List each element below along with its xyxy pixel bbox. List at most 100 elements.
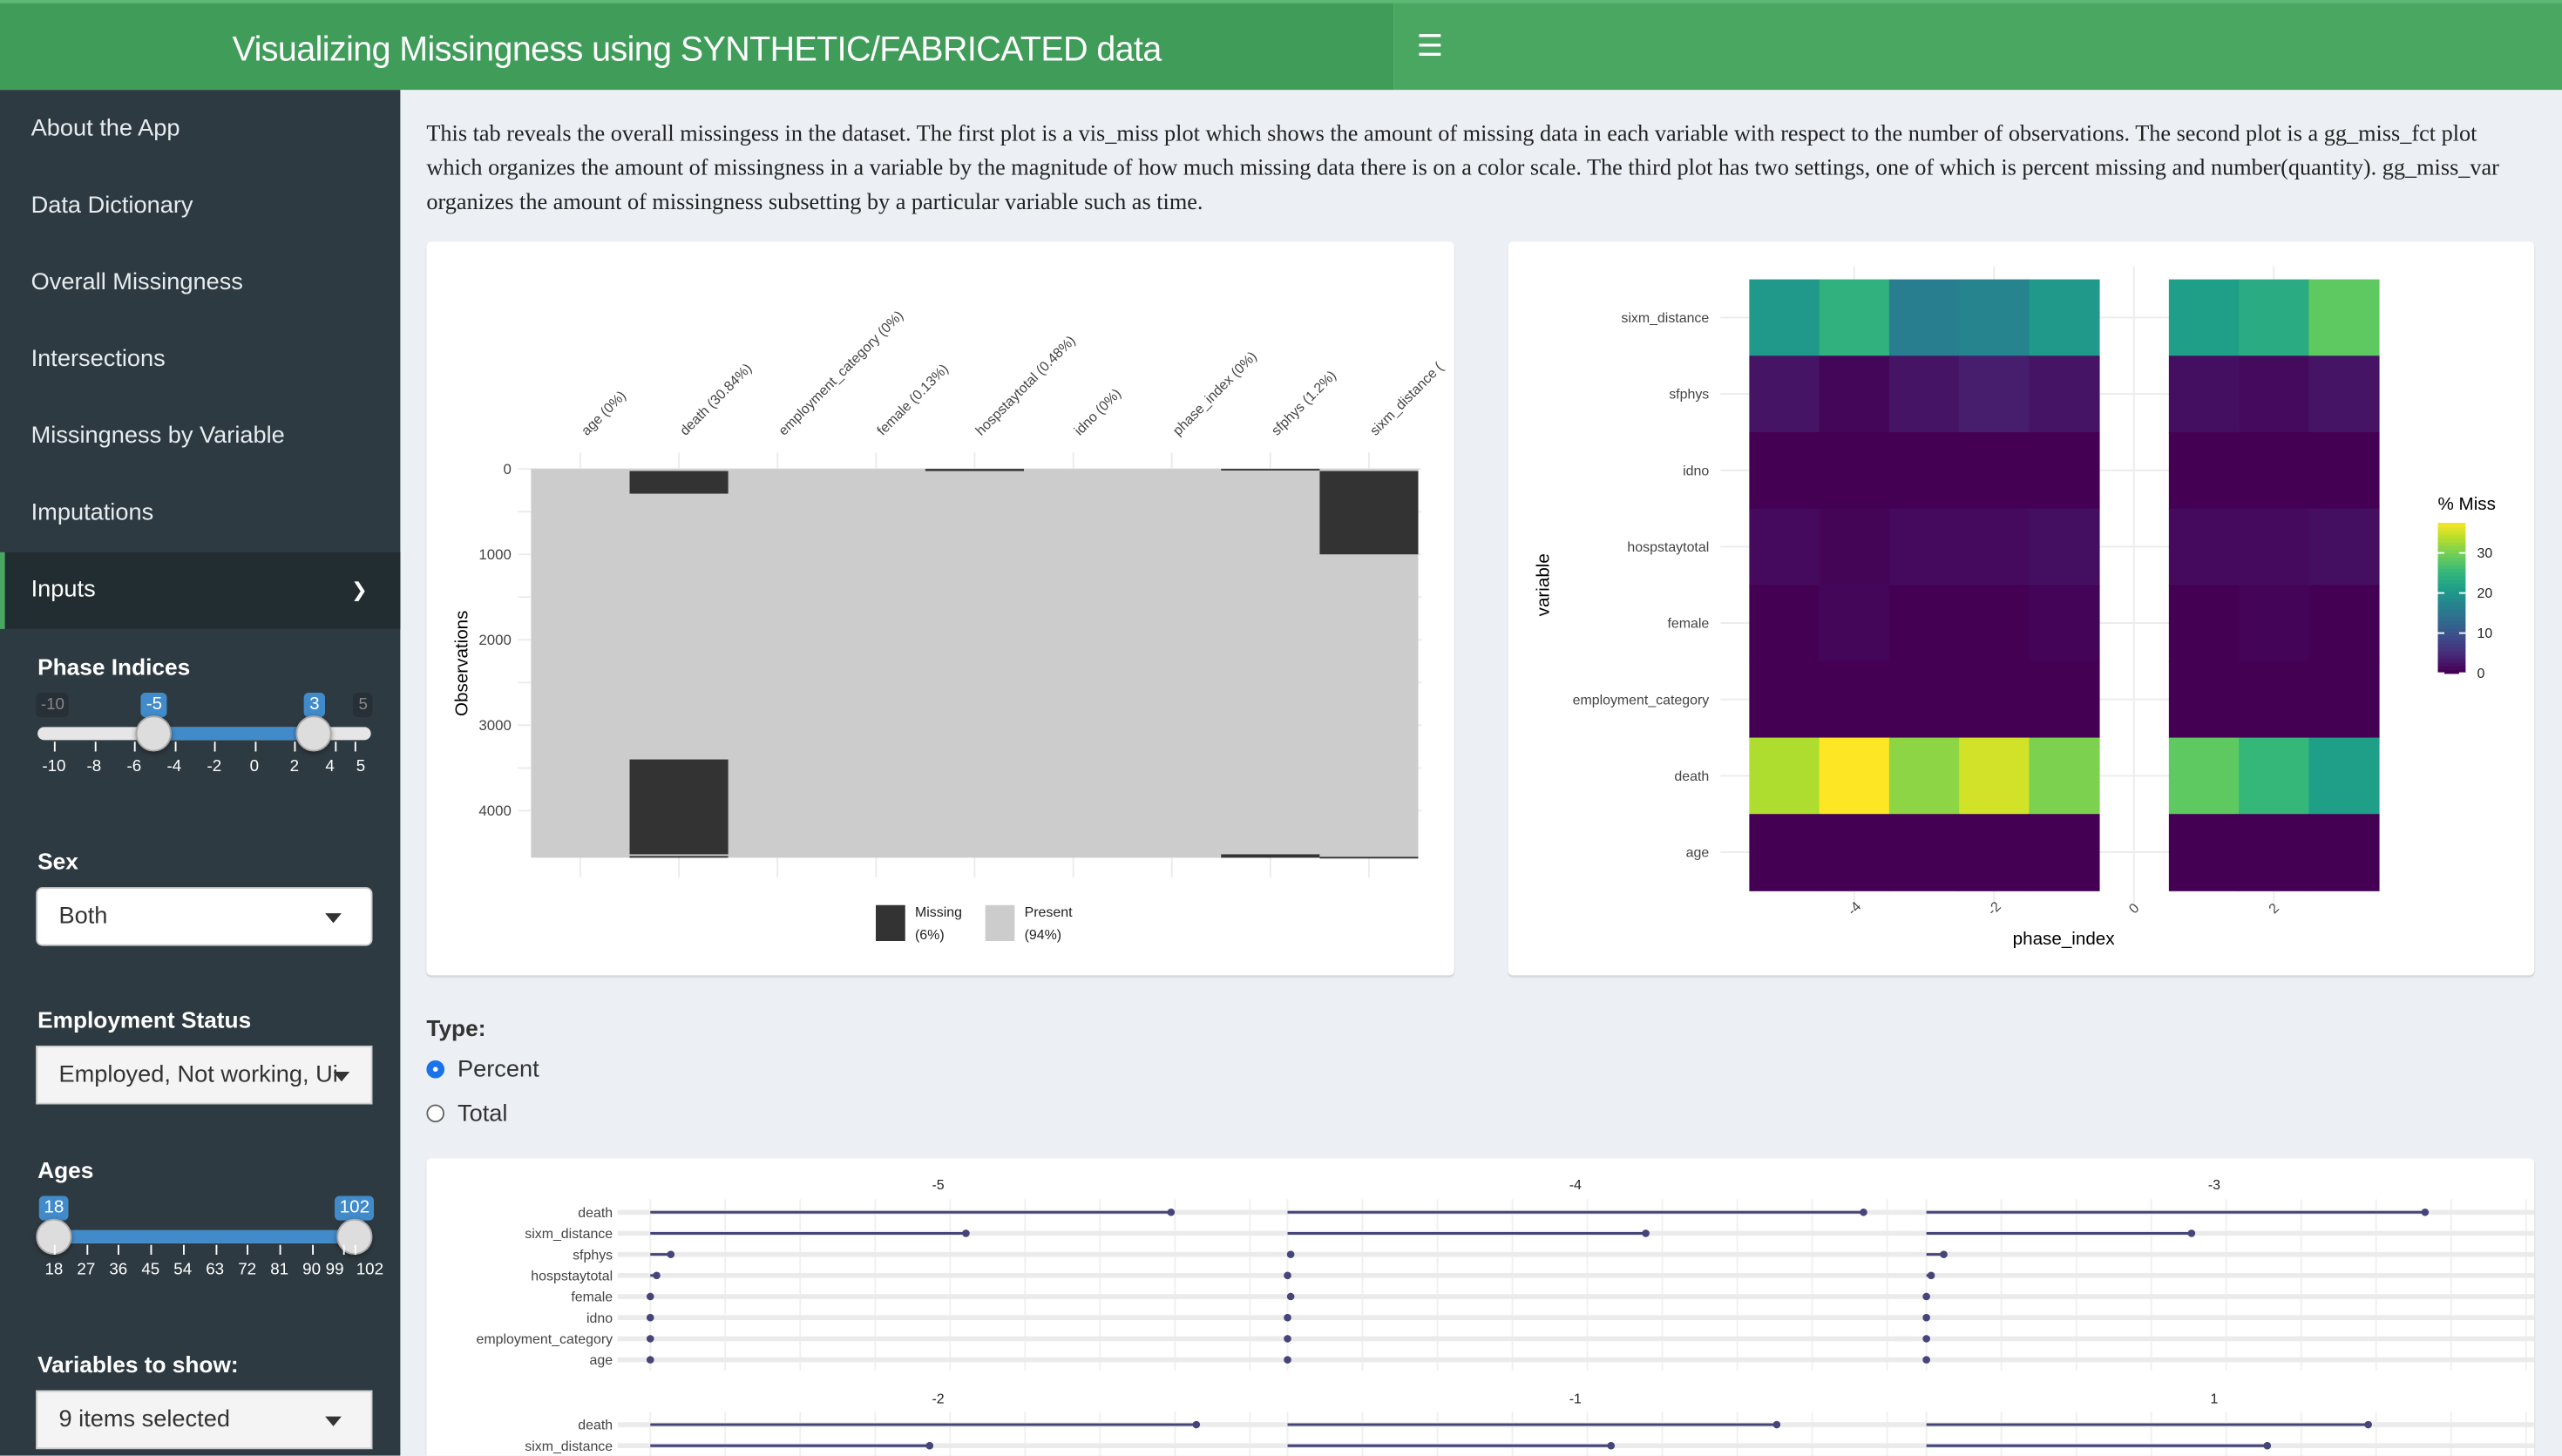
missing-block: [629, 759, 729, 855]
radio-checked-icon[interactable]: [426, 1060, 444, 1079]
lollipop-point: [646, 1313, 654, 1322]
legend-tick-label: 30: [2477, 546, 2493, 561]
radio-total[interactable]: Total: [426, 1101, 507, 1128]
slider-to-value: 102: [335, 1195, 375, 1221]
inputs-label: Inputs: [30, 576, 96, 603]
sex-select[interactable]: Both: [36, 887, 373, 946]
colorbar-segment: [2437, 545, 2466, 551]
facet-label: 1: [2210, 1392, 2218, 1407]
heat-cell: [2029, 356, 2100, 433]
hamburger-icon[interactable]: ☰: [1416, 29, 1443, 63]
heat-cell: [2239, 660, 2310, 739]
facet-label: -2: [932, 1392, 944, 1407]
sidebar-item-imputations[interactable]: Imputations: [30, 499, 154, 526]
heat-cell: [1749, 508, 1820, 586]
heat-cell: [1959, 279, 2030, 357]
slider-tick-label: 99: [325, 1261, 344, 1280]
heat-cell: [2168, 431, 2240, 510]
phase-indices-label: Phase Indices: [37, 654, 191, 680]
colorbar-segment: [2437, 620, 2466, 626]
heat-cell: [2029, 585, 2100, 662]
lollipop-point: [2421, 1208, 2430, 1216]
slider-tick: [294, 742, 296, 752]
colorbar-segment: [2437, 575, 2466, 580]
radio-unchecked-icon[interactable]: [426, 1104, 444, 1123]
slider-tick: [85, 1244, 88, 1255]
lollipop-point: [2364, 1420, 2372, 1429]
radio-percent[interactable]: Percent: [426, 1057, 539, 1083]
y-tick-label: 4000: [478, 802, 512, 819]
colorbar-segment: [2437, 538, 2466, 543]
sidebar-item-missingness-by-variable[interactable]: Missingness by Variable: [30, 423, 285, 450]
slider-tick: [214, 1244, 217, 1255]
slider-tick: [343, 1244, 346, 1255]
y-tick-label: sfphys: [573, 1248, 613, 1263]
heat-cell: [2239, 814, 2310, 891]
colorbar-segment: [2437, 658, 2466, 663]
heat-cell: [2308, 814, 2380, 891]
lollipop-point: [667, 1250, 675, 1258]
phase-indices-slider[interactable]: -10 5 -5 3 -10 -8 -6 -4 -2 0 2 4 5: [36, 693, 373, 807]
colorbar-segment: [2437, 549, 2466, 554]
heat-cell: [2029, 508, 2100, 586]
heat-cell: [2168, 737, 2240, 816]
slider-tick: [279, 1244, 281, 1255]
heat-cell: [2168, 660, 2240, 739]
slider-tick: [354, 742, 356, 752]
column-label: sixm_distance (: [1367, 360, 1447, 439]
y-tick-label: female: [1667, 617, 1709, 632]
sidebar-item-about[interactable]: About the App: [30, 116, 180, 143]
slider-tick: [133, 742, 136, 752]
lollipop-point: [653, 1271, 661, 1280]
missing-block: [1319, 857, 1419, 859]
sidebar-item-overall-missingness[interactable]: Overall Missingness: [30, 269, 243, 296]
heat-cell: [1819, 431, 1890, 510]
colorbar-segment: [2437, 560, 2466, 565]
lollipop-point: [1922, 1313, 1930, 1322]
lollipop-point: [1940, 1250, 1948, 1258]
colorbar-segment: [2437, 601, 2466, 606]
x-tick-label: -4: [1845, 899, 1864, 918]
slider-tick-label: 90: [302, 1261, 321, 1280]
ages-label: Ages: [37, 1156, 94, 1183]
heat-cell: [2029, 660, 2100, 739]
slider-to-handle[interactable]: [296, 715, 333, 752]
sidebar-item-data-dictionary[interactable]: Data Dictionary: [30, 193, 193, 220]
heat-cell: [2239, 431, 2310, 510]
heat-cell: [2239, 585, 2310, 662]
ages-slider[interactable]: 18 102 18 27 36 45 54 63 72 81 90 99 102: [36, 1195, 383, 1310]
colorbar-segment: [2437, 647, 2466, 652]
legend-label: Present: [1025, 905, 1073, 920]
heat-cell: [1888, 508, 1961, 586]
slider-tick-label: 4: [325, 758, 335, 776]
slider-from-handle[interactable]: [136, 715, 173, 752]
missing-block: [1319, 471, 1419, 555]
heat-cell: [1888, 356, 1961, 433]
slider-tick: [53, 1244, 56, 1255]
colorbar-segment: [2437, 635, 2466, 640]
heat-cell: [1959, 508, 2030, 586]
variables-select[interactable]: 9 items selected: [36, 1390, 373, 1450]
colorbar-segment: [2437, 586, 2466, 592]
vis-miss-plot-box: 0 1000 2000 3000 4000 age (0%) death (30.84%) e…: [426, 241, 1454, 976]
slider-tick-label: -6: [126, 758, 142, 776]
heat-cell: [1749, 585, 1820, 662]
y-tick-label: idno: [586, 1311, 613, 1326]
lollipop-point: [962, 1229, 970, 1237]
heat-cell: [2168, 585, 2240, 662]
sidebar-item-intersections[interactable]: Intersections: [30, 346, 166, 373]
sidebar-item-inputs[interactable]: Inputs ❯: [0, 552, 401, 629]
colorbar-segment: [2437, 643, 2466, 648]
heat-cell: [2239, 356, 2310, 433]
colorbar-segment: [2437, 624, 2466, 629]
colorbar-segment: [2437, 590, 2466, 595]
lollipop-point: [1922, 1335, 1930, 1343]
slider-tick: [247, 1244, 249, 1255]
heat-cell: [2168, 279, 2240, 357]
heat-cell: [1959, 814, 2030, 891]
miss-fct-plot-box: sixm_distance sfphys idno hospstaytotal fema…: [1508, 241, 2535, 976]
caret-down-icon: [325, 1416, 342, 1426]
employment-status-select[interactable]: Employed, Not working, Ui: [36, 1046, 373, 1105]
legend-tick-label: 10: [2477, 626, 2493, 641]
